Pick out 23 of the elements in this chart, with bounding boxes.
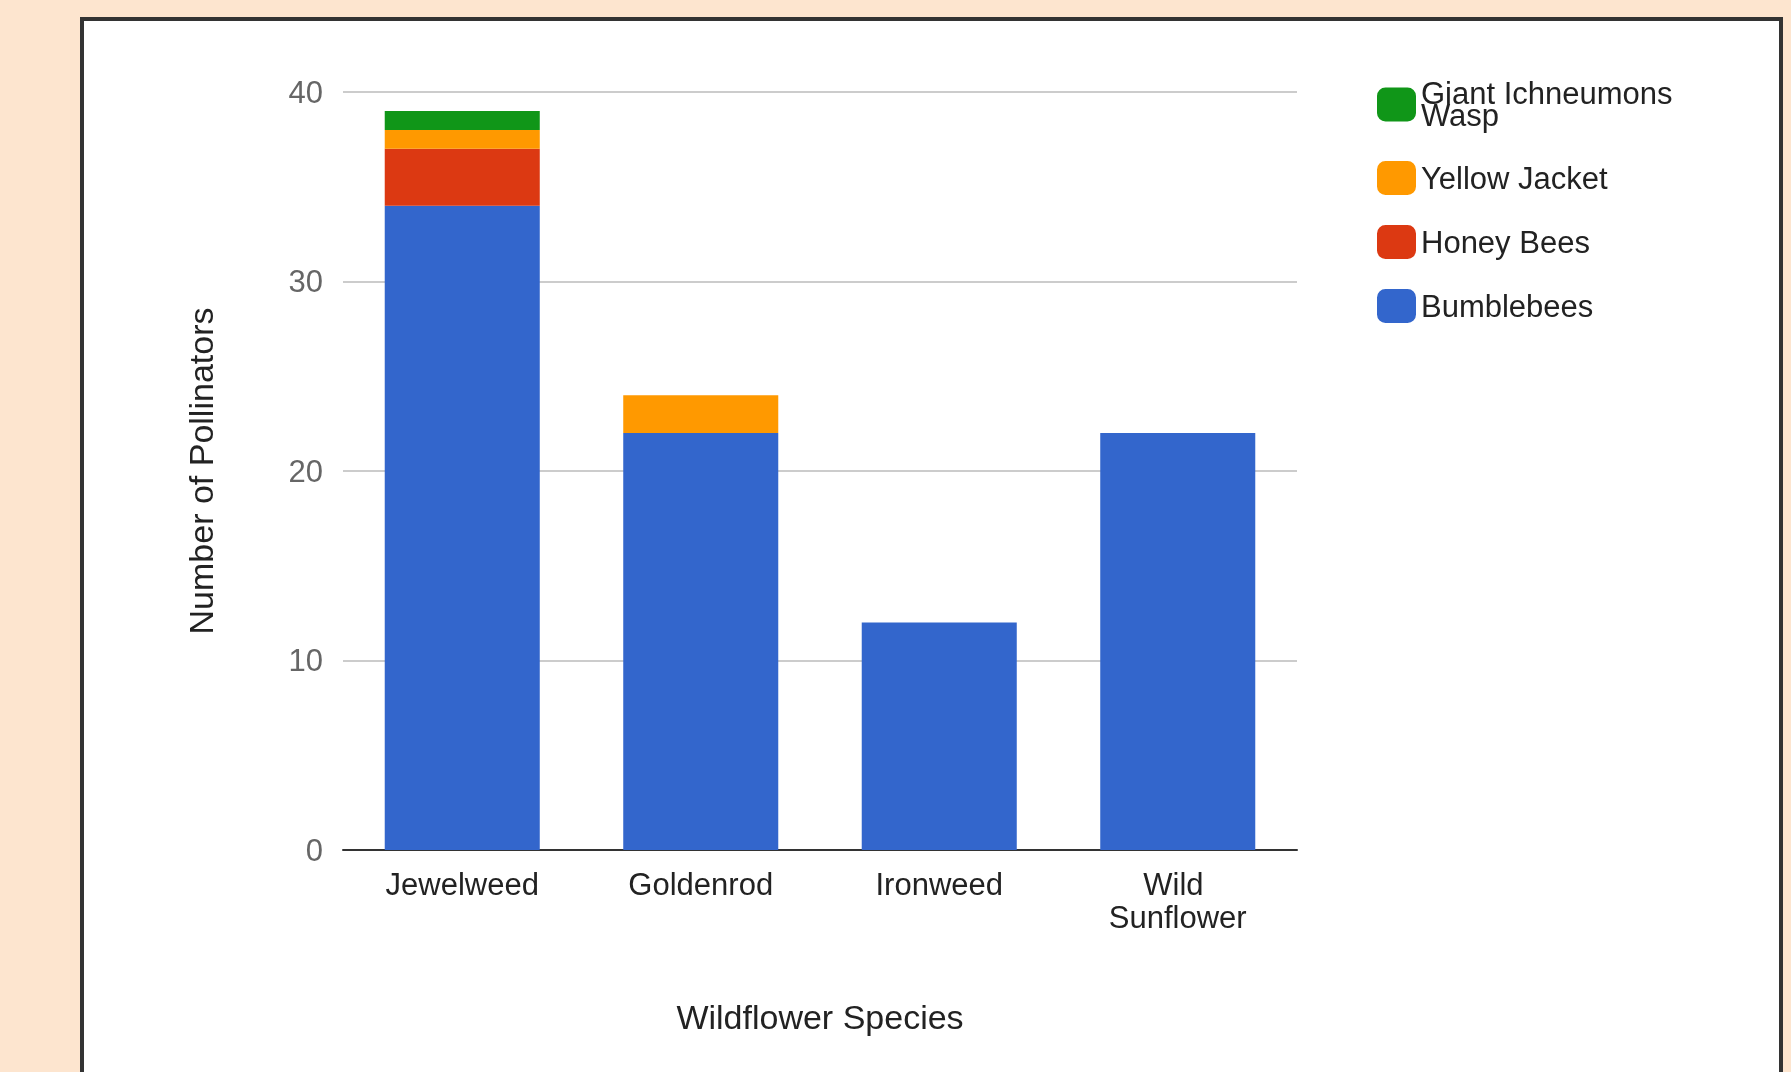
bar xyxy=(384,129,540,149)
y-tick-label: 30 xyxy=(288,264,323,299)
bar xyxy=(861,622,1017,850)
x-tick-label: Ironweed xyxy=(875,867,1004,902)
bar xyxy=(384,110,540,130)
y-axis-title: Number of Pollinators xyxy=(182,307,220,635)
y-tick-label: 0 xyxy=(305,832,323,868)
bar xyxy=(384,205,540,850)
y-tick-label: 10 xyxy=(288,643,323,678)
bar xyxy=(384,148,540,206)
legend-label: Giant Ichneumons Wasp xyxy=(1421,76,1682,133)
x-axis-title: Wildflower Species xyxy=(676,998,964,1036)
bar xyxy=(1100,433,1256,850)
y-tick-label: 40 xyxy=(288,74,323,110)
x-tick-label: Goldenrod xyxy=(628,867,774,902)
legend-label: Yellow Jacket xyxy=(1421,160,1609,196)
legend-label: Bumblebees xyxy=(1421,288,1594,324)
legend-label: Honey Bees xyxy=(1421,224,1590,260)
x-tick-label: Wild Sunflower xyxy=(1108,867,1247,935)
bar xyxy=(623,395,779,434)
y-tick-label: 20 xyxy=(288,453,323,489)
x-tick-label: Jewelweed xyxy=(385,867,539,902)
bar xyxy=(623,433,779,850)
